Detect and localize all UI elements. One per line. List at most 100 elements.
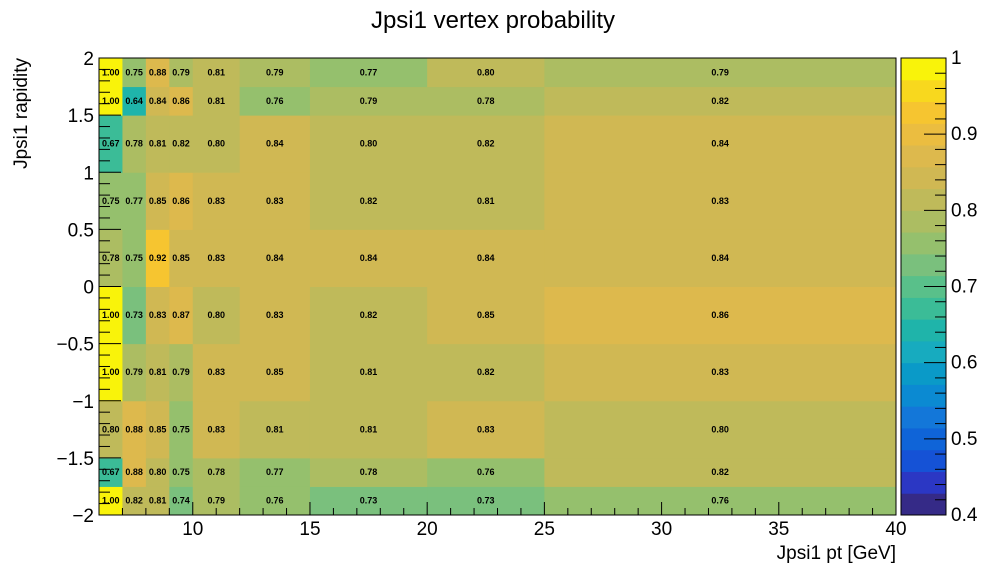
heatmap-cell: [427, 400, 545, 459]
cell-value-label: 0.77: [360, 67, 378, 77]
heatmap-cell: [239, 172, 311, 230]
heatmap-cell: [239, 86, 311, 116]
heatmap-cell: [122, 115, 147, 173]
y-tick-label: −2: [72, 506, 94, 527]
cell-value-label: 0.73: [477, 496, 495, 506]
cell-value-label: 0.83: [207, 196, 225, 206]
heatmap-cell: [99, 343, 123, 402]
cell-value-label: 0.78: [477, 96, 495, 106]
cell-value-label: 0.81: [149, 496, 167, 506]
heatmap-cell: [544, 343, 897, 402]
heatmap-cell: [169, 58, 194, 88]
cell-value-label: 0.64: [125, 96, 143, 106]
colorbar-segment: [901, 275, 946, 298]
heatmap-cell: [309, 343, 428, 402]
heatmap-cell: [309, 457, 428, 487]
colorbar-tick-label: 0.7: [951, 277, 977, 298]
cell-value-label: 0.82: [360, 196, 378, 206]
heatmap-cell: [169, 486, 194, 516]
cell-value-label: 0.84: [711, 253, 729, 263]
cell-value-label: 0.76: [266, 96, 284, 106]
colorbar-tick-label: 0.5: [951, 429, 977, 450]
heatmap-cell-labels: 1.00 0.82 0.81 0.74 0.79 0.76 0.73 0.73 0.76 0.67…: [102, 67, 729, 505]
heatmap-cell: [99, 486, 123, 516]
cell-value-label: 0.82: [711, 96, 729, 106]
heatmap-cell: [192, 286, 241, 345]
heatmap-cell: [122, 58, 147, 88]
heatmap-cell: [239, 457, 311, 487]
heatmap-cell: [99, 172, 123, 230]
colorbar-segment: [901, 232, 946, 255]
x-axis: 10 15 20 25 30 35 40: [98, 502, 907, 540]
cell-value-label: 0.85: [149, 424, 167, 434]
cell-value-label: 0.83: [477, 424, 495, 434]
cell-value-label: 0.81: [149, 367, 167, 377]
colorbar-segment: [901, 319, 946, 342]
heatmap-cell: [427, 86, 545, 116]
heatmap-cell: [169, 286, 194, 345]
heatmap-cell: [99, 286, 123, 345]
heatmap-cell: [427, 486, 545, 516]
colorbar-segment: [901, 253, 946, 277]
heatmap-cell: [427, 58, 545, 88]
heatmap-cell: [169, 229, 194, 287]
cell-value-label: 0.73: [125, 310, 143, 320]
heatmap-cell: [122, 229, 147, 287]
heatmap-cell: [309, 400, 428, 459]
y-tick-label: 0: [83, 278, 94, 299]
y-tick-label: −0.5: [56, 335, 94, 356]
heatmap-cell: [309, 229, 428, 287]
heatmap-cell: [169, 172, 194, 230]
heatmap-cell: [544, 172, 897, 230]
heatmap-cell: [239, 115, 311, 173]
heatmap-cell: [309, 172, 428, 230]
heatmap-cell: [309, 58, 428, 88]
cell-value-label: 0.83: [711, 367, 729, 377]
cell-value-label: 0.83: [207, 424, 225, 434]
colorbar-tick-label: 0.9: [951, 124, 977, 145]
cell-value-label: 0.78: [207, 467, 225, 477]
cell-value-label: 0.79: [360, 96, 378, 106]
cell-value-label: 0.88: [149, 67, 167, 77]
cell-value-label: 0.82: [125, 496, 143, 506]
x-axis-label: Jpsi1 pt [GeV]: [777, 543, 896, 564]
cell-value-label: 0.75: [172, 467, 190, 477]
cell-value-label: 0.78: [102, 253, 120, 263]
heatmap-cells: [99, 58, 897, 516]
cell-value-label: 0.92: [149, 253, 167, 263]
cell-value-label: 0.86: [711, 310, 729, 320]
heatmap-cell: [427, 457, 545, 487]
cell-value-label: 0.67: [102, 467, 120, 477]
heatmap-cell: [145, 486, 170, 516]
cell-value-label: 0.79: [172, 367, 190, 377]
cell-value-label: 0.75: [125, 253, 143, 263]
heatmap-cell: [169, 343, 194, 402]
cell-value-label: 0.81: [207, 96, 225, 106]
y-axis: −2 −1.5 −1 −0.5 0 0.5 1 1.5 2: [56, 49, 121, 527]
colorbar-segment: [901, 427, 946, 451]
cell-value-label: 0.78: [125, 139, 143, 149]
heatmap-cell: [122, 400, 147, 459]
cell-value-label: 0.80: [207, 310, 225, 320]
heatmap-cell: [169, 115, 194, 173]
heatmap-cell: [122, 286, 147, 345]
x-tick-label: 25: [534, 519, 555, 540]
heatmap-cell: [99, 400, 123, 459]
heatmap-cell: [239, 343, 311, 402]
colorbar-tick-label: 0.4: [951, 505, 978, 526]
cell-value-label: 0.83: [266, 196, 284, 206]
cell-value-label: 0.84: [477, 253, 495, 263]
heatmap-cell: [122, 486, 147, 516]
y-tick-label: −1: [72, 392, 94, 413]
y-tick-label: 0.5: [68, 220, 94, 241]
colorbar-segment: [901, 145, 946, 168]
heatmap-cell: [145, 400, 170, 459]
heatmap-cell: [239, 486, 311, 516]
cell-value-label: 0.88: [125, 467, 143, 477]
cell-value-label: 0.81: [360, 424, 378, 434]
colorbar-segment: [901, 340, 946, 364]
heatmap-cell: [544, 486, 897, 516]
heatmap-cell: [122, 457, 147, 487]
cell-value-label: 0.82: [477, 139, 495, 149]
heatmap-cell: [239, 400, 311, 459]
